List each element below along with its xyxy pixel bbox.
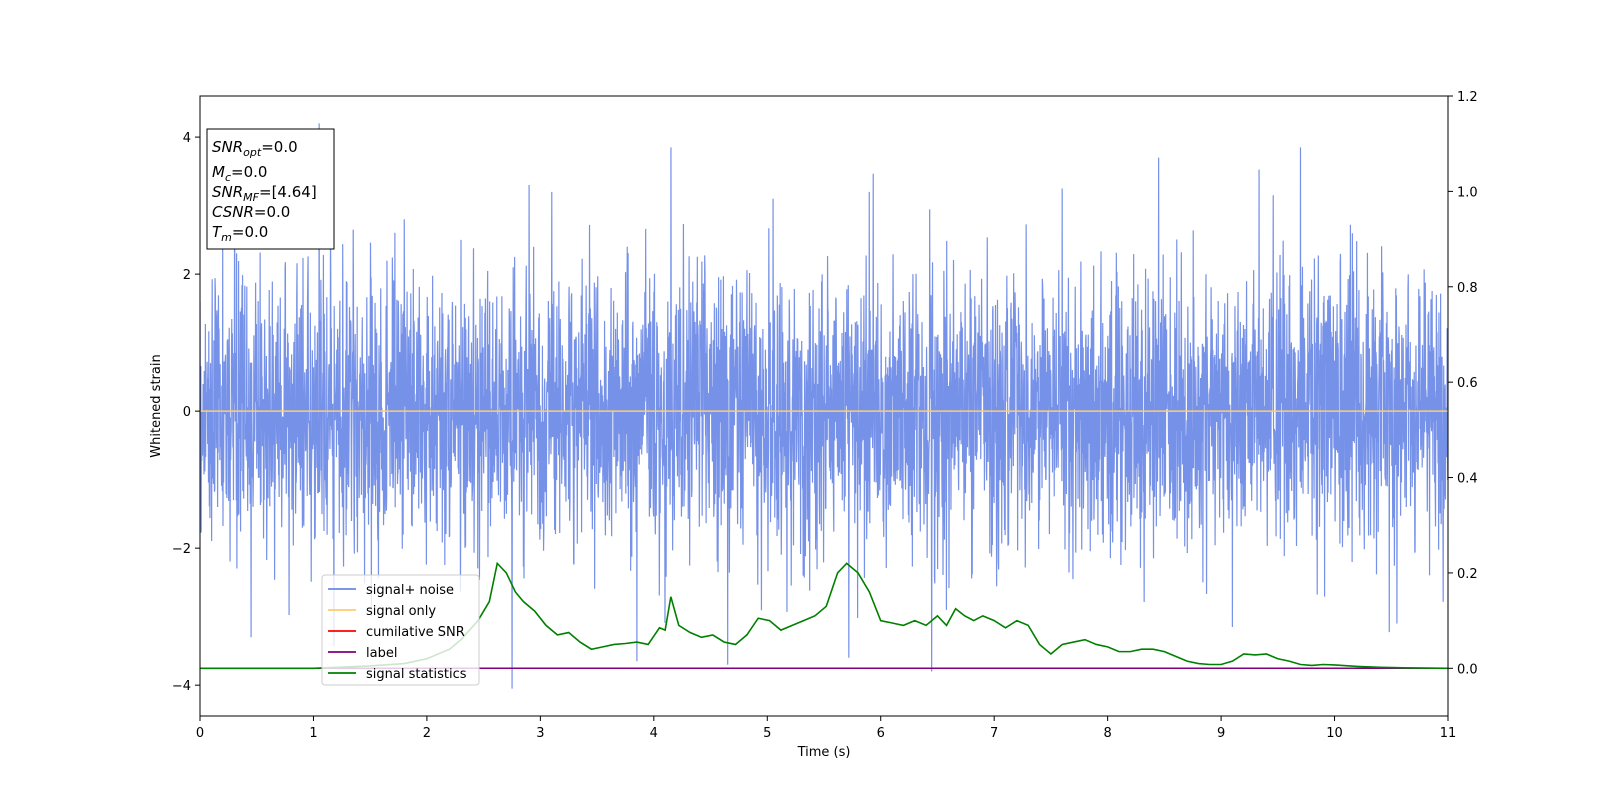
- x-tick-label: 7: [990, 726, 998, 741]
- y-axis-left: −4 −2 0 2 4: [172, 131, 200, 694]
- y-left-tick-label: 2: [183, 268, 191, 283]
- y-right-tick-label: 0.0: [1457, 662, 1478, 677]
- x-axis: 0 1 2 3 4 5 6 7 8 9 10 11: [196, 716, 1456, 741]
- y-left-tick-label: −2: [172, 542, 191, 557]
- x-tick-label: 3: [536, 726, 544, 741]
- legend: signal+ noise signal only cumilative SNR la…: [321, 574, 480, 686]
- legend-label: label: [366, 646, 397, 661]
- info-box-line: SNRopt=0.0: [212, 138, 298, 159]
- x-tick-label: 6: [877, 726, 885, 741]
- y-right-tick-label: 1.2: [1457, 90, 1478, 105]
- x-tick-label: 5: [763, 726, 771, 741]
- y-right-tick-label: 0.8: [1457, 281, 1478, 296]
- legend-label: signal statistics: [366, 667, 467, 682]
- signal-statistics-line: [200, 561, 1448, 670]
- x-tick-label: 11: [1440, 726, 1457, 741]
- y-axis-label: Whitened strain: [149, 354, 164, 457]
- info-box-line: Tm=0.0: [212, 223, 268, 244]
- y-right-tick-label: 0.4: [1457, 472, 1478, 487]
- info-box-line: Mc=0.0: [212, 163, 267, 184]
- x-tick-label: 1: [309, 726, 317, 741]
- y-right-tick-label: 0.2: [1457, 567, 1478, 582]
- legend-label: signal only: [366, 604, 436, 619]
- legend-label: cumilative SNR: [366, 625, 465, 640]
- x-axis-label: Time (s): [797, 745, 851, 760]
- y-left-tick-label: −4: [172, 679, 191, 694]
- x-tick-label: 2: [423, 726, 431, 741]
- info-box-line: CSNR=0.0: [212, 203, 290, 221]
- x-tick-label: 8: [1103, 726, 1111, 741]
- legend-frame: [321, 574, 480, 686]
- y-left-tick-label: 0: [183, 405, 191, 420]
- x-tick-label: 4: [650, 726, 658, 741]
- info-box-frame: [206, 128, 335, 250]
- x-tick-label: 9: [1217, 726, 1225, 741]
- signal-noise-series: [200, 123, 1448, 689]
- signal-noise-line: [200, 123, 1448, 689]
- x-tick-label: 10: [1326, 726, 1343, 741]
- x-tick-label: 0: [196, 726, 204, 741]
- axes-frame: [199, 95, 1449, 717]
- y-right-tick-label: 0.6: [1457, 376, 1478, 391]
- info-box-line: SNRMF=[4.64]: [212, 183, 317, 204]
- y-left-tick-label: 4: [183, 131, 191, 146]
- y-right-tick-label: 1.0: [1457, 185, 1478, 200]
- y-axis-right: 0.0 0.2 0.4 0.6 0.8 1.0 1.2: [1448, 90, 1478, 677]
- legend-label: signal+ noise: [366, 583, 454, 598]
